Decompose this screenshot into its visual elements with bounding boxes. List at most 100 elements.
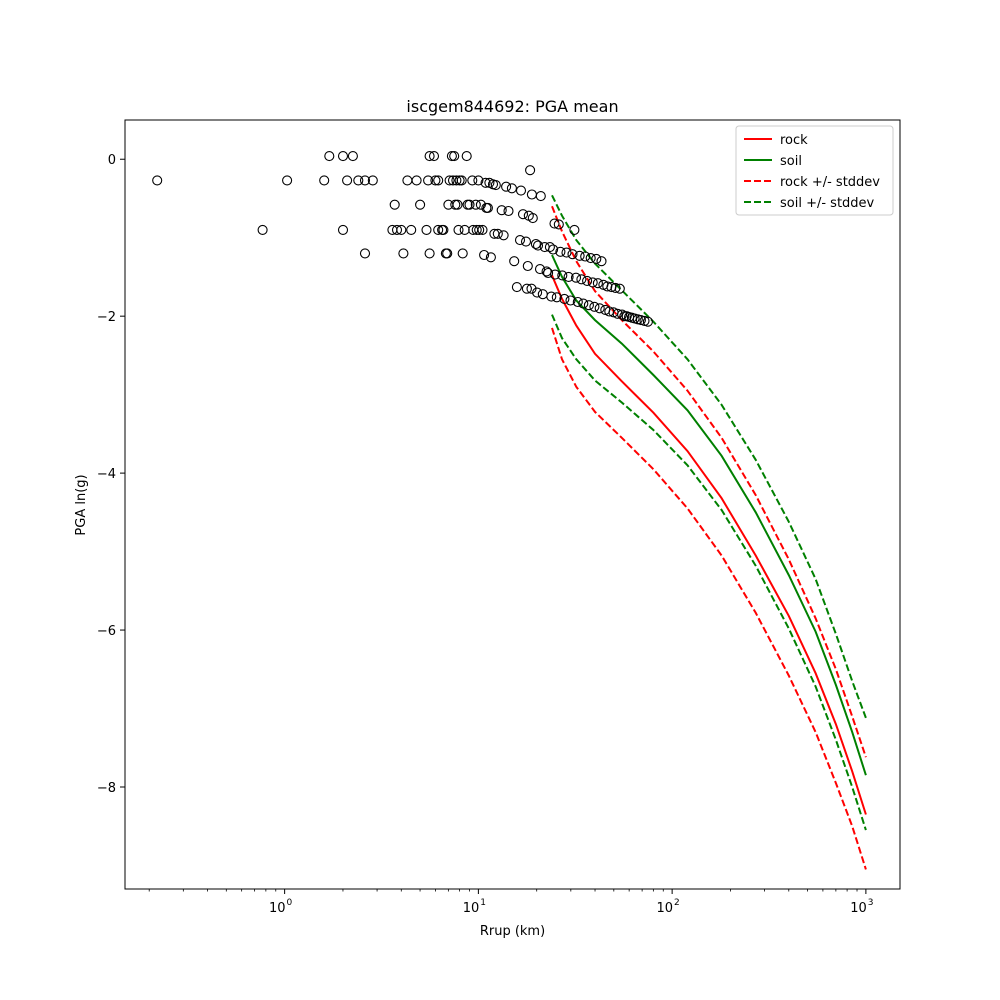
- observation-point: [461, 151, 472, 162]
- observation-point: [396, 224, 407, 235]
- observation-point: [452, 199, 463, 210]
- observation-point: [473, 175, 484, 186]
- observation-point: [471, 224, 482, 235]
- observation-point: [553, 219, 564, 230]
- observation-point: [391, 224, 403, 235]
- observation-point: [574, 250, 585, 261]
- observation-point: [457, 248, 468, 259]
- x-tick-exponent: 0: [287, 898, 293, 908]
- observation-point: [544, 242, 555, 253]
- y-tick-label: −2: [97, 310, 116, 325]
- observation-point: [470, 199, 481, 210]
- observation-point: [282, 175, 293, 186]
- observation-point: [506, 183, 517, 194]
- observation-point: [569, 224, 580, 235]
- x-tick-exponent: 1: [480, 898, 486, 908]
- observation-point: [446, 151, 457, 162]
- observation-point: [367, 175, 378, 186]
- observation-point: [490, 180, 501, 191]
- observation-point: [496, 205, 507, 216]
- observation-point: [428, 151, 440, 162]
- y-tick-label: −4: [97, 467, 116, 482]
- observation-point: [415, 199, 426, 210]
- observation-point: [578, 298, 589, 309]
- observation-point: [347, 151, 358, 162]
- observation-point: [602, 281, 613, 292]
- observation-point: [549, 218, 560, 229]
- observation-point: [530, 238, 541, 250]
- observation-point: [572, 296, 583, 308]
- observation-point: [480, 177, 491, 188]
- observation-point: [433, 224, 444, 235]
- plot-frame: [124, 119, 901, 890]
- observation-point: [511, 282, 522, 293]
- observation-point: [479, 249, 490, 261]
- observation-point: [324, 151, 335, 162]
- observation-point: [515, 185, 527, 196]
- observation-point: [389, 199, 400, 210]
- observation-point: [570, 272, 582, 283]
- observation-point: [532, 287, 543, 298]
- observation-point: [482, 202, 493, 213]
- observation-point: [532, 240, 544, 251]
- series-line-1: [551, 254, 867, 776]
- observation-point: [467, 175, 478, 186]
- legend: rock soil rock +/- stddev soil +/- stddev: [735, 125, 894, 216]
- observation-point: [424, 248, 435, 259]
- observation-point: [596, 256, 607, 267]
- legend-box: [735, 125, 894, 216]
- observation-point: [541, 266, 552, 277]
- series-line-2: [551, 205, 867, 758]
- observation-point: [498, 230, 509, 241]
- observation-point: [580, 251, 591, 262]
- observation-point: [527, 213, 538, 224]
- observation-point: [555, 246, 566, 257]
- observation-point: [543, 267, 554, 279]
- observation-point: [551, 292, 562, 303]
- observation-point: [563, 271, 574, 282]
- observation-point: [535, 191, 546, 202]
- legend-label: rock +/- stddev: [780, 175, 880, 190]
- series-line-5: [551, 314, 867, 831]
- observation-point: [594, 303, 605, 314]
- observation-point: [635, 315, 646, 326]
- observation-point: [359, 248, 371, 259]
- observation-point: [411, 175, 422, 186]
- observation-point: [449, 151, 460, 162]
- observation-point: [337, 224, 349, 235]
- plot-area: [124, 119, 901, 890]
- y-tick-label: 0: [108, 153, 116, 168]
- x-tick-exponent: 3: [868, 898, 874, 908]
- observation-point: [592, 278, 603, 289]
- observation-point: [617, 309, 628, 320]
- observation-point: [353, 175, 364, 186]
- observation-point: [474, 224, 485, 235]
- observation-point: [438, 224, 449, 235]
- observation-point: [612, 308, 623, 319]
- observation-point: [398, 248, 409, 259]
- observation-point: [359, 175, 371, 186]
- observation-point: [152, 175, 163, 186]
- y-tick-label: −8: [97, 781, 116, 796]
- observation-point: [485, 252, 496, 263]
- y-axis-title: PGA ln(g): [74, 474, 89, 535]
- observation-point: [610, 282, 621, 293]
- observation-point: [509, 256, 520, 267]
- y-tick-label: −6: [97, 624, 116, 639]
- legend-label: soil: [780, 154, 802, 169]
- observation-point: [342, 175, 353, 186]
- observation-point: [501, 181, 512, 192]
- observation-point: [492, 228, 503, 239]
- observation-point: [430, 175, 441, 186]
- observation-point: [589, 301, 600, 312]
- observation-point: [521, 283, 532, 294]
- observation-point: [559, 293, 570, 304]
- observation-point: [522, 260, 533, 272]
- chart-title: iscgem844692: PGA mean: [406, 97, 618, 116]
- observation-point: [464, 199, 475, 210]
- observation-point: [424, 151, 435, 162]
- observation-point: [520, 236, 532, 247]
- observation-point: [565, 295, 576, 306]
- x-axis-title: Rrup (km): [480, 924, 545, 939]
- series-line-0: [551, 275, 867, 815]
